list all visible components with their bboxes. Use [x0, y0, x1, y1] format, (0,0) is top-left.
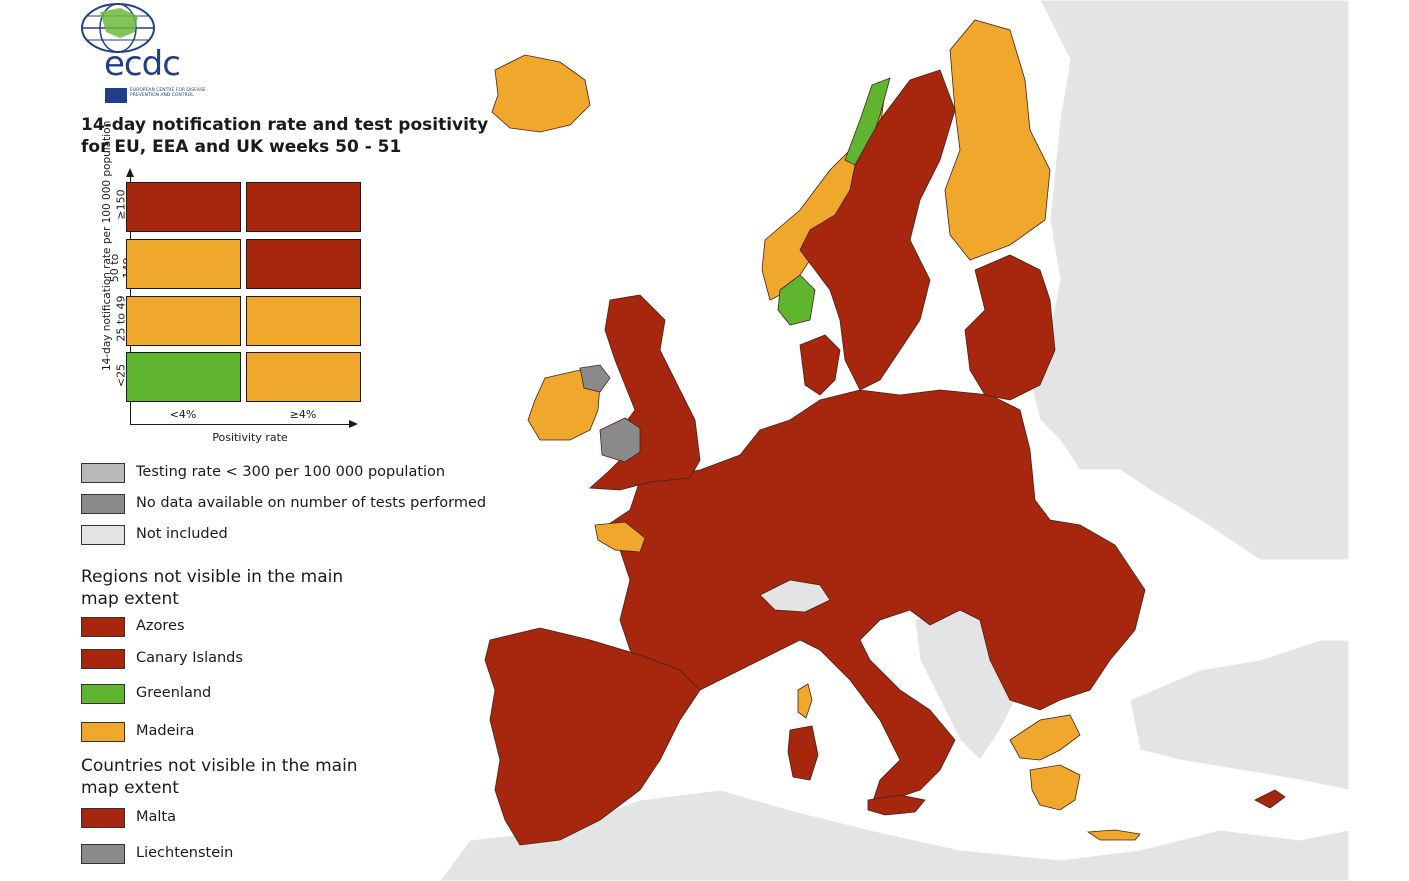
countries-heading: Countries not visible in the main map ex… — [81, 756, 358, 798]
region-wales — [599, 417, 641, 463]
region-sicily — [867, 794, 926, 816]
region-cyprus — [1254, 789, 1286, 809]
region-brittany — [594, 521, 646, 553]
matrix-cell — [246, 352, 361, 402]
legend-label: No data available on number of tests per… — [136, 495, 487, 511]
legend-label: Azores — [136, 618, 185, 634]
region-norway-south — [777, 274, 816, 326]
x-tick: <4% — [169, 408, 197, 421]
turkey-land — [1129, 639, 1350, 791]
logo-wordmark: ecdc — [104, 44, 181, 84]
legend-swatch — [81, 494, 125, 514]
eu-flag-icon — [105, 88, 127, 103]
legend-label: Liechtenstein — [136, 845, 234, 861]
legend-swatch — [81, 617, 125, 637]
legend-swatch — [81, 649, 125, 669]
legend-label: Not included — [136, 526, 228, 542]
matrix-cell — [246, 296, 361, 346]
legend-matrix: 14-day notification rate per 100 000 pop… — [80, 121, 380, 458]
regions-heading: Regions not visible in the main map exte… — [81, 567, 344, 609]
globe-icon — [81, 3, 155, 53]
matrix-cell — [126, 352, 241, 402]
legend-label: Malta — [136, 809, 176, 825]
ecdc-logo: ecdc EUROPEAN CENTRE FOR DISEASE PREVENT… — [80, 2, 210, 108]
region-crete — [1086, 829, 1141, 841]
matrix-cell — [246, 239, 361, 289]
legend-swatch — [81, 722, 125, 742]
region-corsica — [797, 683, 813, 719]
legend-swatch — [81, 808, 125, 828]
legend-swatch — [81, 525, 125, 545]
legend-swatch — [81, 684, 125, 704]
region-greece-south — [1029, 764, 1081, 811]
x-tick: ≥4% — [289, 408, 317, 421]
region-sweden — [799, 69, 956, 391]
region-finland — [944, 19, 1051, 261]
matrix-cell — [126, 182, 241, 232]
region-iberia — [484, 627, 701, 846]
legend-label: Greenland — [136, 685, 212, 701]
region-iceland — [491, 54, 591, 133]
background-land — [439, 0, 1350, 881]
region-denmark — [799, 334, 841, 396]
countries-layer — [484, 19, 1286, 846]
legend-swatch — [81, 844, 125, 864]
matrix-cell — [246, 182, 361, 232]
x-axis-label: Positivity rate — [212, 431, 288, 444]
legend-label: Canary Islands — [136, 650, 243, 666]
region-sardinia — [787, 725, 819, 781]
region-baltics — [964, 254, 1056, 401]
map-title: 14-day notification rate and test positi… — [81, 115, 489, 157]
x-axis-arrow — [130, 420, 358, 428]
logo-subtitle: EUROPEAN CENTRE FOR DISEASE PREVENTION A… — [130, 88, 206, 98]
region-great-britain — [589, 294, 701, 491]
russia-land — [1029, 0, 1350, 561]
legend-swatch — [81, 463, 125, 483]
region-switzerland — [759, 579, 831, 613]
region-continental-europe — [599, 389, 1146, 811]
matrix-cell — [126, 296, 241, 346]
matrix-cell — [126, 239, 241, 289]
region-greece-north — [1009, 714, 1081, 761]
region-northern-ireland — [579, 364, 611, 393]
legend-label: Testing rate < 300 per 100 000 populatio… — [136, 464, 446, 480]
legend-label: Madeira — [136, 723, 195, 739]
